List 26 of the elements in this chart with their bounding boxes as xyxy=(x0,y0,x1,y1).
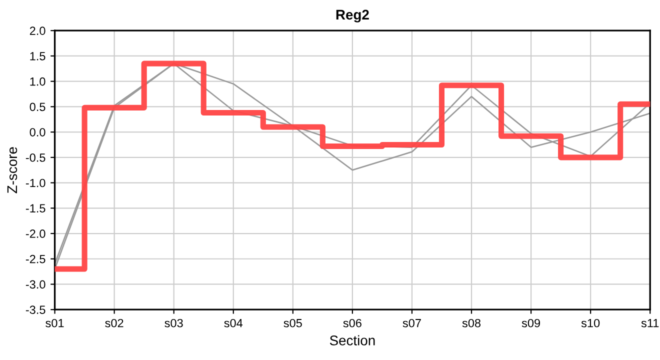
x-tick-label: s08 xyxy=(462,318,481,328)
y-tick-label: -2.5 xyxy=(26,254,46,264)
y-tick-label: -1.0 xyxy=(26,178,46,188)
y-tick-label: -0.5 xyxy=(26,153,46,162)
x-tick-label: s03 xyxy=(164,318,183,328)
x-tick-label: s06 xyxy=(343,318,362,328)
y-tick-label: -3.5 xyxy=(26,306,46,314)
y-tick-label: -3.0 xyxy=(26,280,46,289)
chart-title: Reg2 xyxy=(336,10,369,22)
y-tick-label: -1.5 xyxy=(26,204,46,213)
x-tick-label: s11 xyxy=(641,319,659,328)
x-tick-label: s07 xyxy=(402,318,421,328)
x-tick-label: s01 xyxy=(46,318,64,328)
y-axis-title: Z-score xyxy=(7,147,18,194)
x-tick-label: s04 xyxy=(224,318,243,328)
y-tick-label: 0.5 xyxy=(30,102,46,112)
x-tick-label: s10 xyxy=(581,318,600,328)
y-tick-label: 0.0 xyxy=(30,128,46,136)
y-tick-label: -2.0 xyxy=(26,230,46,238)
x-axis-title: Section xyxy=(330,335,375,346)
x-tick-label: s02 xyxy=(105,318,124,328)
x-tick-label: s09 xyxy=(522,318,540,328)
y-tick-label: 1.0 xyxy=(30,77,46,86)
y-tick-label: 2.0 xyxy=(30,26,46,35)
y-tick-label: 1.5 xyxy=(30,52,46,60)
x-tick-label: s05 xyxy=(284,318,302,328)
